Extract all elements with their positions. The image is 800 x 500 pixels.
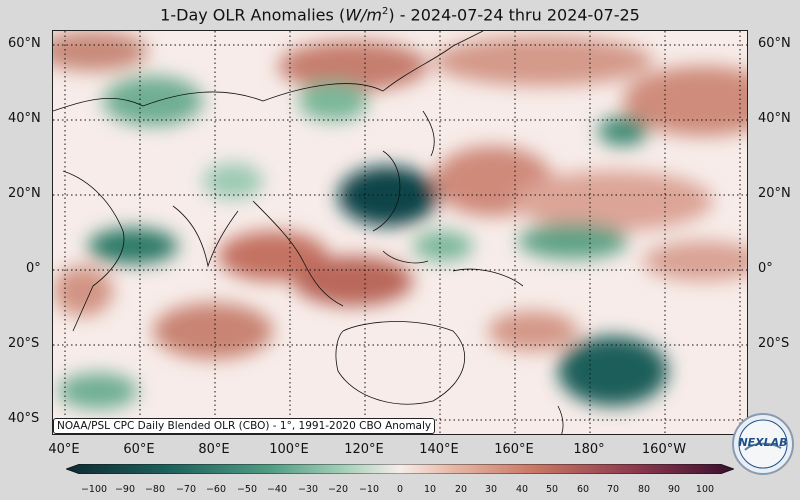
colorbar-tick: 30	[484, 484, 498, 495]
colorbar-tick: 10	[423, 484, 437, 495]
lon-label: 160°E	[494, 442, 534, 457]
lat-label: 20°S	[758, 336, 790, 351]
colorbar-tick: −40	[266, 484, 288, 495]
olr-anomaly-map	[52, 30, 748, 435]
colorbar-tick: 40	[515, 484, 529, 495]
colorbar-tick: −50	[236, 484, 258, 495]
lat-label: 60°N	[8, 36, 41, 51]
colorbar-tick: −70	[175, 484, 197, 495]
lat-label: 20°N	[8, 186, 41, 201]
colorbar-tick: 80	[637, 484, 651, 495]
colorbar-tick: −10	[358, 484, 380, 495]
svg-text:NEXLAB: NEXLAB	[738, 436, 787, 449]
data-source-credit: NOAA/PSL CPC Daily Blended OLR (CBO) - 1…	[53, 418, 436, 434]
colorbar	[66, 464, 734, 474]
lat-label: 60°N	[758, 36, 791, 51]
colorbar-tick: 50	[545, 484, 559, 495]
colorbar-tick: 0	[396, 484, 404, 495]
nexlab-logo: NEXLAB	[732, 413, 794, 475]
lon-label: 180°	[573, 442, 605, 457]
colorbar-tick: −30	[297, 484, 319, 495]
lat-label: 20°N	[758, 186, 791, 201]
colorbar-tick: −60	[205, 484, 227, 495]
lon-label: 120°E	[344, 442, 384, 457]
lat-label: 0°	[758, 261, 773, 276]
colorbar-tick: 70	[606, 484, 620, 495]
lon-label: 60°E	[123, 442, 155, 457]
lon-label: 160°W	[641, 442, 687, 457]
anomaly-field	[53, 31, 747, 434]
colorbar-tick: −90	[114, 484, 136, 495]
colorbar-tick: 90	[667, 484, 681, 495]
lat-label: 0°	[26, 261, 41, 276]
lat-label: 40°N	[758, 111, 791, 126]
map-title: 1-Day OLR Anomalies (W/m2) - 2024-07-24 …	[160, 5, 640, 25]
colorbar-tick: −100	[80, 484, 108, 495]
colorbar-tick: 60	[576, 484, 590, 495]
colorbar-tick: 20	[454, 484, 468, 495]
lon-label: 80°E	[198, 442, 230, 457]
lon-label: 140°E	[419, 442, 459, 457]
lat-label: 40°N	[8, 111, 41, 126]
colorbar-tick: −20	[327, 484, 349, 495]
lat-label: 20°S	[8, 336, 40, 351]
lat-label: 40°S	[8, 411, 40, 426]
colorbar-tick: 100	[695, 484, 715, 495]
lon-label: 40°E	[48, 442, 80, 457]
lon-label: 100°E	[269, 442, 309, 457]
colorbar-tick: −80	[144, 484, 166, 495]
